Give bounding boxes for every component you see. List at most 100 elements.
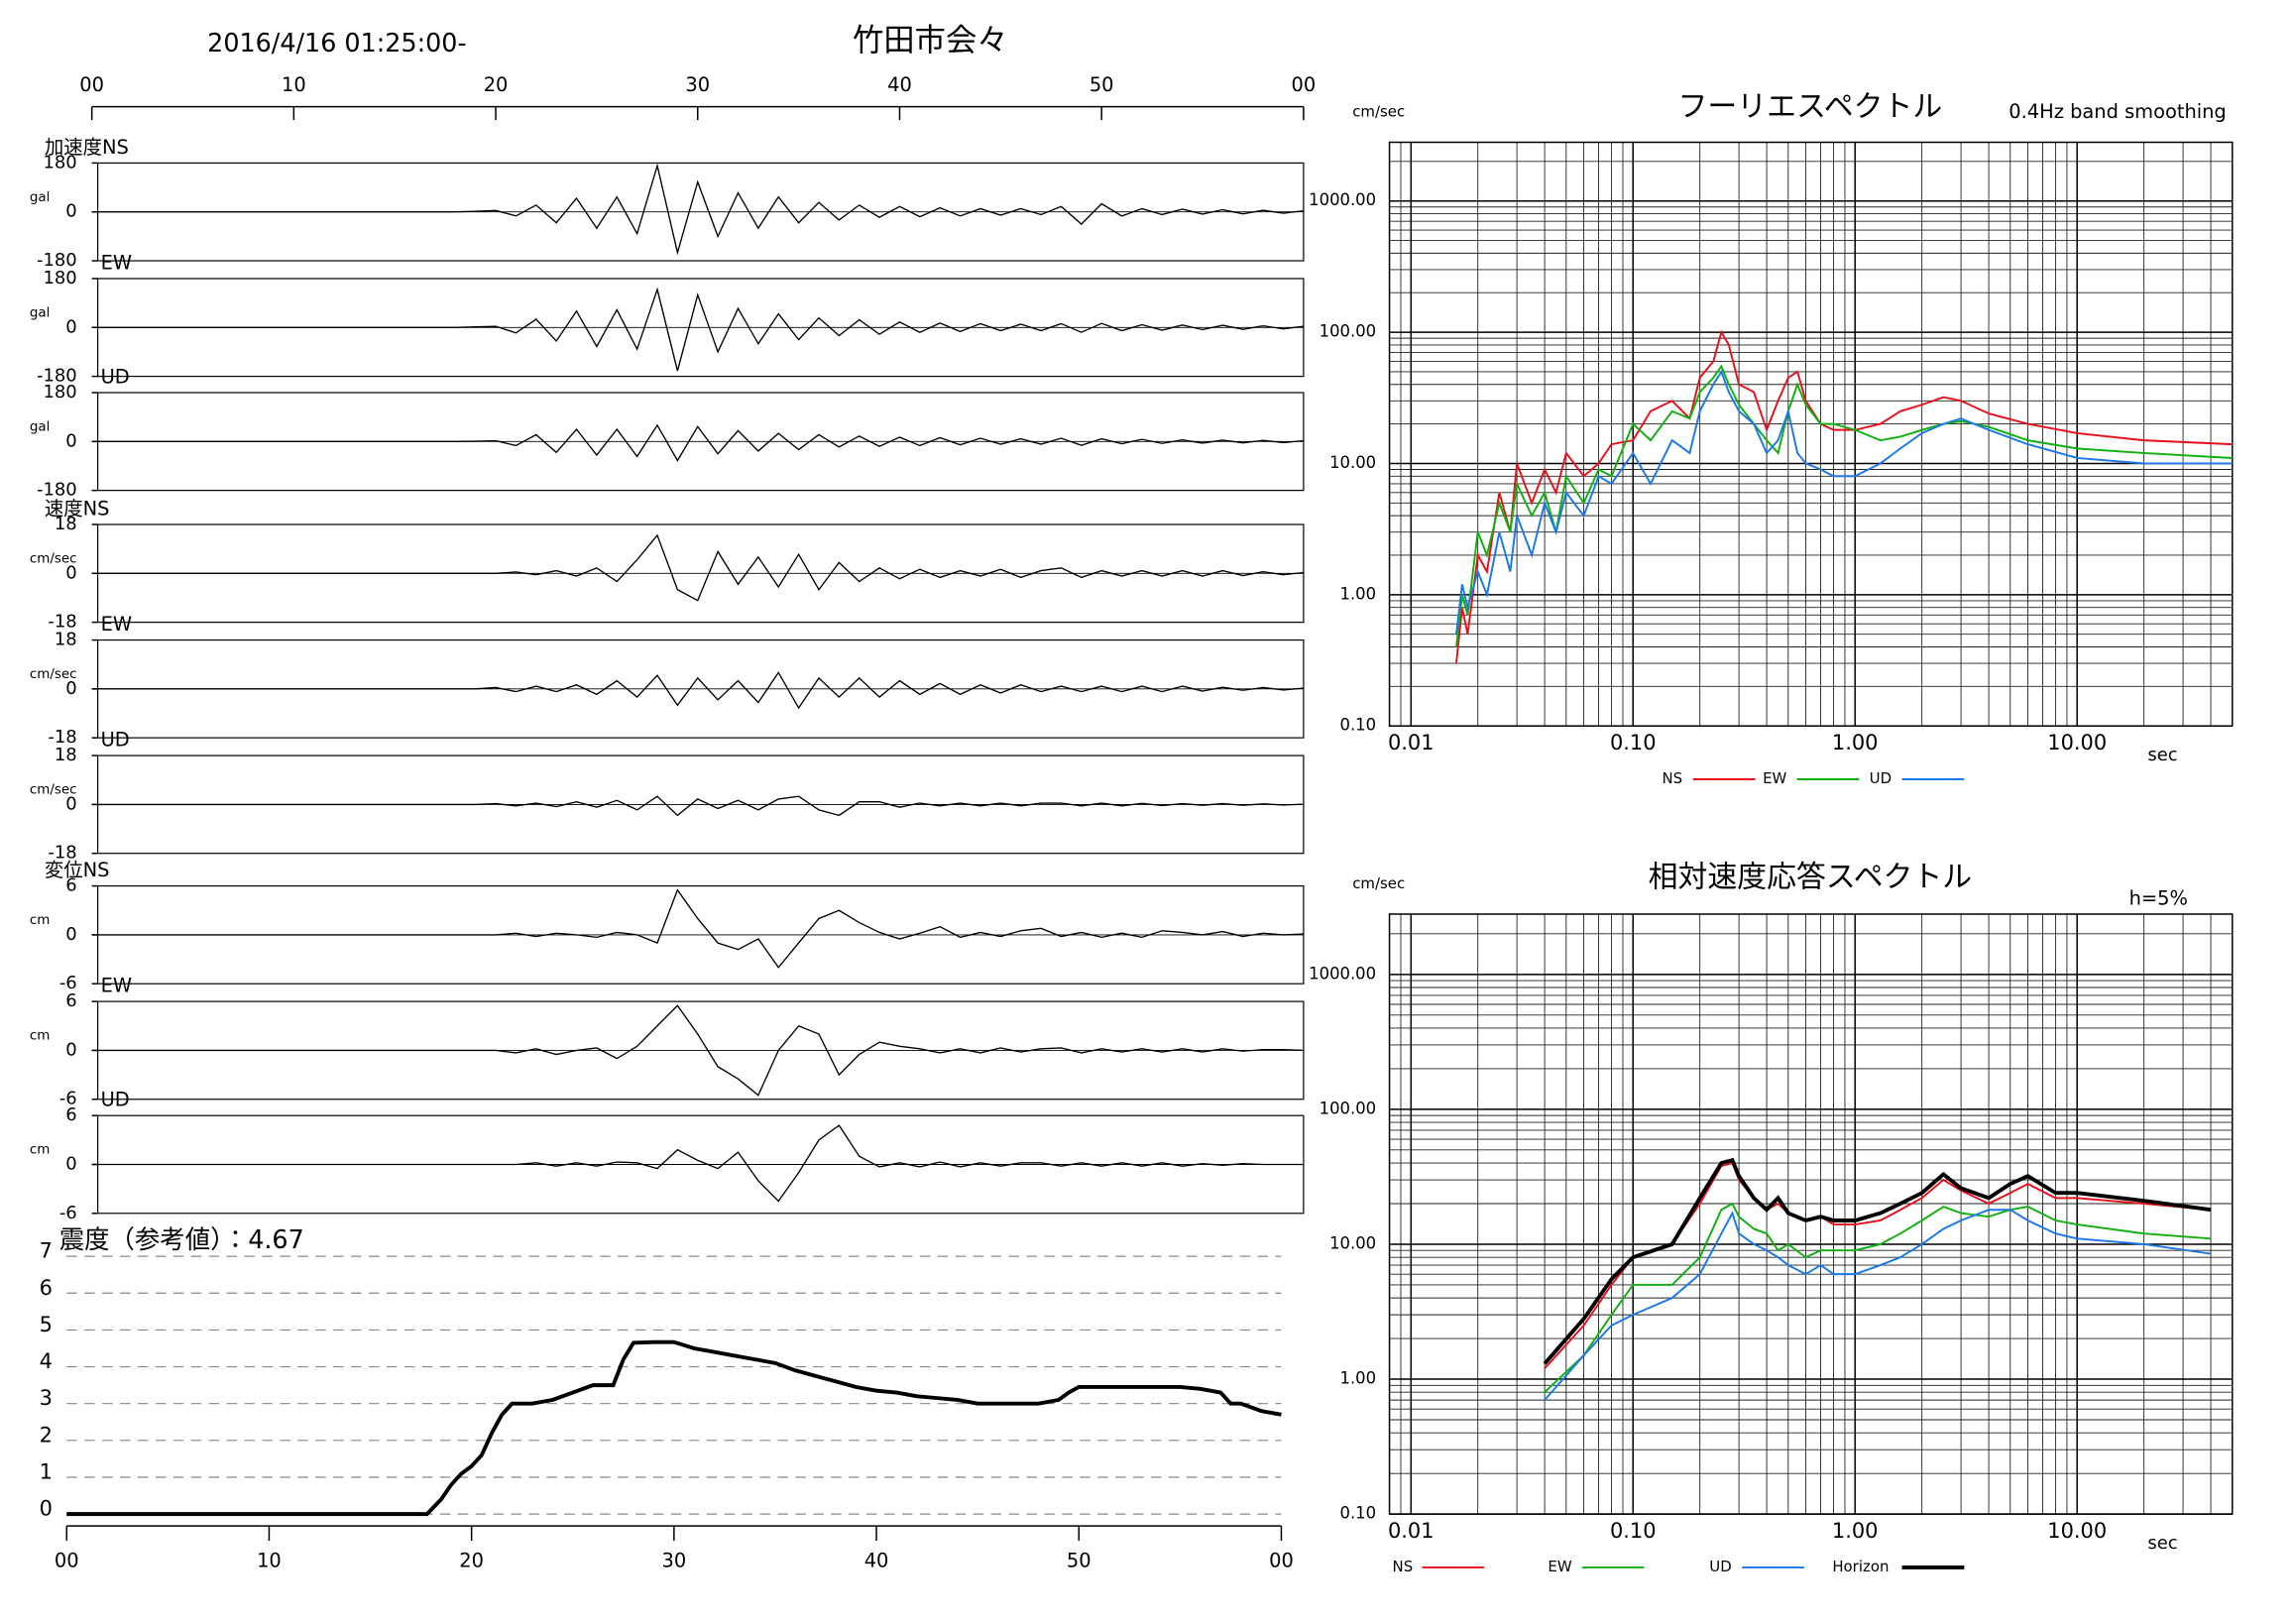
x-tick-label: 0.01 xyxy=(1388,1519,1435,1543)
y-tick-label: 0 xyxy=(40,1497,53,1521)
legend-label: Horizon xyxy=(1832,1558,1889,1575)
y-tick-label: 0 xyxy=(65,793,76,814)
y-tick-label: 0 xyxy=(65,1039,76,1060)
y-tick-label: 1000.00 xyxy=(1309,964,1376,983)
x-tick-label: 0.10 xyxy=(1610,1519,1657,1543)
legend-label: EW xyxy=(1548,1558,1571,1575)
waveform-trace xyxy=(91,1124,1304,1203)
x-tick-label: 1.00 xyxy=(1832,731,1879,754)
spectrum-line xyxy=(1455,369,2233,635)
x-tick-label: 20 xyxy=(484,73,509,96)
y-tick-label: 18 xyxy=(55,745,77,765)
x-tick-label: 10 xyxy=(257,1549,282,1571)
unit-label: cm xyxy=(30,913,50,928)
station-name: 竹田市会々 xyxy=(853,23,1008,58)
x-tick-label: 40 xyxy=(864,1549,889,1571)
trace-name: EW xyxy=(101,613,132,636)
spectrum-line xyxy=(1455,364,2233,647)
y-tick-label: 100.00 xyxy=(1320,322,1376,341)
y-unit: cm/sec xyxy=(1352,874,1405,892)
waveform-trace xyxy=(91,533,1304,602)
y-tick-label: 4 xyxy=(40,1349,53,1373)
y-tick-label: 0 xyxy=(65,562,76,583)
trace-name: UD xyxy=(101,366,130,389)
y-tick-label: 6 xyxy=(65,990,76,1011)
y-tick-label: 0 xyxy=(65,1153,76,1174)
x-tick-label: 0.01 xyxy=(1388,731,1435,754)
y-tick-label: 100.00 xyxy=(1320,1099,1376,1117)
y-tick-label: 6 xyxy=(65,875,76,896)
x-tick-label: 00 xyxy=(1269,1549,1294,1571)
trace-name: 加速度NS xyxy=(45,136,129,159)
y-unit: cm/sec xyxy=(1352,103,1405,121)
y-tick-label: 0 xyxy=(65,924,76,945)
legend-label: UD xyxy=(1709,1558,1731,1575)
y-tick-label: 1.00 xyxy=(1340,584,1377,603)
y-tick-label: -180 xyxy=(37,480,77,501)
y-tick-label: 0.10 xyxy=(1340,716,1377,735)
waveform-trace xyxy=(91,888,1304,969)
legend-label: UD xyxy=(1870,769,1892,787)
x-tick-label: 30 xyxy=(662,1549,687,1571)
y-tick-label: 1000.00 xyxy=(1309,190,1376,209)
plot-frame xyxy=(1388,141,2234,727)
y-tick-label: 3 xyxy=(40,1386,53,1410)
y-tick-label: 0 xyxy=(65,430,76,451)
unit-label: cm/sec xyxy=(30,782,77,797)
x-tick-label: 00 xyxy=(55,1549,79,1571)
y-tick-label: -18 xyxy=(48,843,76,864)
y-tick-label: 18 xyxy=(55,514,77,534)
x-tick-label: 00 xyxy=(1292,73,1317,96)
chart-title: 震度（参考値）：4.67 xyxy=(59,1224,304,1254)
x-unit: sec xyxy=(2147,1533,2177,1554)
x-tick-label: 50 xyxy=(1090,73,1114,96)
y-tick-label: 1 xyxy=(40,1459,53,1483)
chart-title: 相対速度応答スペクトル xyxy=(1649,861,1973,895)
chart-subtitle: 0.4Hz band smoothing xyxy=(2009,100,2227,123)
plot-frame xyxy=(1388,913,2234,1515)
unit-label: cm/sec xyxy=(30,551,77,566)
y-tick-label: 10.00 xyxy=(1329,1233,1376,1252)
chart-subtitle: h=5% xyxy=(2129,887,2188,910)
y-tick-label: 180 xyxy=(43,152,76,173)
y-tick-label: -180 xyxy=(37,250,77,271)
x-tick-label: 1.00 xyxy=(1832,1519,1879,1543)
y-tick-label: 7 xyxy=(40,1239,53,1263)
x-tick-label: 10 xyxy=(282,73,306,96)
unit-label: cm xyxy=(30,1028,50,1043)
y-tick-label: 2 xyxy=(40,1423,53,1447)
trace-name: EW xyxy=(101,975,132,997)
x-tick-label: 10.00 xyxy=(2047,731,2107,754)
y-tick-label: 180 xyxy=(43,382,76,403)
waveform-trace xyxy=(91,671,1304,710)
trace-name: EW xyxy=(101,252,132,275)
spectrum-line xyxy=(1544,1202,2212,1393)
y-tick-label: -18 xyxy=(48,612,76,633)
y-tick-label: 0 xyxy=(65,678,76,699)
chart-title: フーリエスペクトル xyxy=(1678,90,1943,125)
unit-label: cm/sec xyxy=(30,667,77,682)
record-datetime: 2016/4/16 01:25:00- xyxy=(207,28,466,58)
trace-name: UD xyxy=(101,729,130,752)
waveform-trace xyxy=(91,423,1304,462)
x-tick-label: 30 xyxy=(685,73,710,96)
x-tick-label: 20 xyxy=(459,1549,484,1571)
unit-label: gal xyxy=(30,190,51,205)
legend-label: NS xyxy=(1393,1558,1414,1575)
y-tick-label: 5 xyxy=(40,1313,53,1336)
y-tick-label: 1.00 xyxy=(1340,1369,1377,1388)
y-tick-label: 18 xyxy=(55,630,77,650)
trace-name: UD xyxy=(101,1089,130,1111)
waveform-trace xyxy=(91,287,1304,372)
x-tick-label: 00 xyxy=(79,73,104,96)
x-tick-label: 50 xyxy=(1067,1549,1091,1571)
y-tick-label: 6 xyxy=(40,1276,53,1300)
y-tick-label: -6 xyxy=(59,1089,77,1109)
unit-label: gal xyxy=(30,419,51,434)
x-tick-label: 40 xyxy=(887,73,912,96)
spectrum-line xyxy=(1543,1157,2212,1365)
waveform-trace xyxy=(91,163,1304,256)
